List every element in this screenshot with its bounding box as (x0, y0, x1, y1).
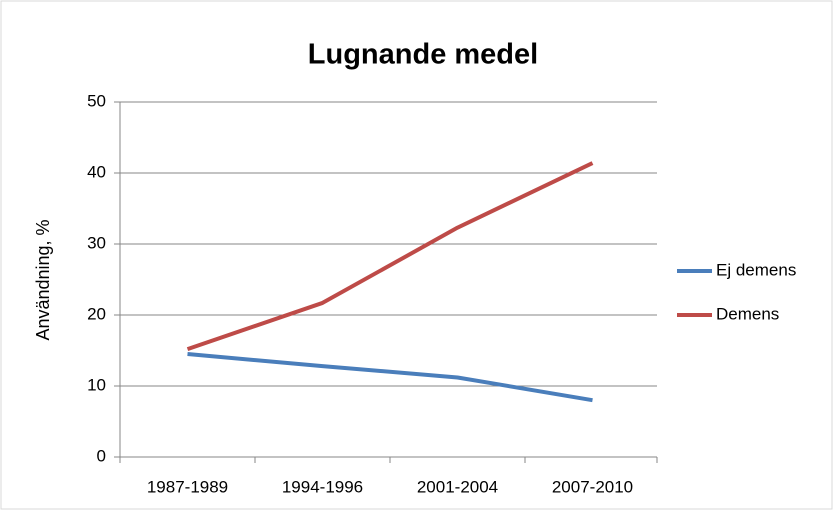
legend-label: Ej demens (716, 260, 796, 279)
x-tick-label: 2007-2010 (552, 477, 633, 496)
chart-title: Lugnande medel (308, 39, 538, 71)
y-axis-label: Användning, % (33, 219, 53, 340)
x-tick-label: 2001-2004 (417, 477, 498, 496)
series-line (186, 161, 594, 351)
x-tick-label: 1994-1996 (282, 477, 363, 496)
y-tick-label: 10 (87, 375, 106, 394)
y-tick-label: 0 (97, 446, 106, 465)
y-tick-label: 30 (87, 233, 106, 252)
y-tick-label: 20 (87, 304, 106, 323)
x-tick-label: 1987-1989 (147, 477, 228, 496)
y-tick-label: 40 (87, 162, 106, 181)
series-line (187, 352, 593, 403)
legend-label: Demens (716, 304, 779, 323)
y-tick-label: 50 (87, 91, 106, 110)
